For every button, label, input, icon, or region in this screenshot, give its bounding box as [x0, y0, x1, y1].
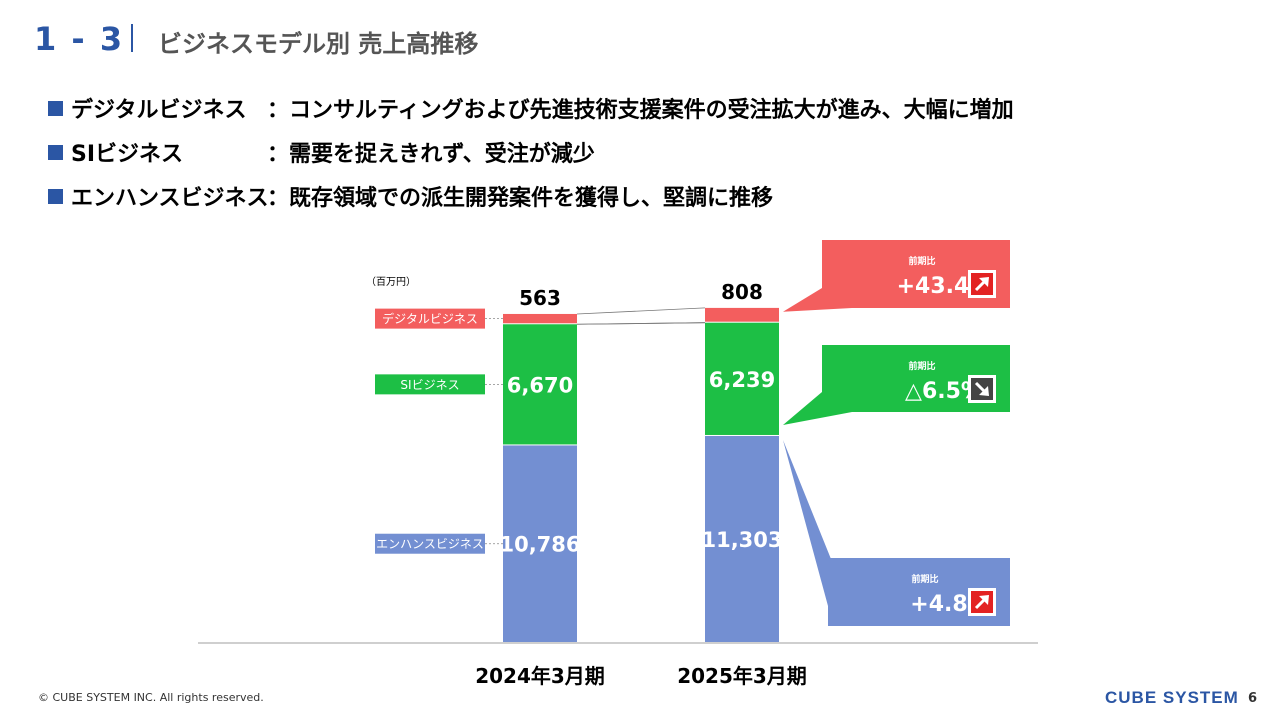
series-tag — [375, 308, 485, 329]
callout-pointer — [783, 392, 852, 425]
slide-header: 1 - 3 ビジネスモデル別 売上高推移 — [0, 0, 1280, 70]
bar-segment — [503, 313, 577, 324]
bullet-desc: ：既存領域での派生開発案件を獲得し、堅調に推移 — [267, 186, 774, 211]
bullet-desc: ：需要を捉えきれず、受注が減少 — [267, 142, 595, 167]
bullet-name: SIビジネス — [71, 142, 184, 167]
bar-segment — [705, 307, 779, 322]
arrow-up-right-icon — [979, 277, 989, 287]
bar-segment — [705, 435, 779, 642]
category-label: 2024年3月期 — [475, 664, 605, 688]
category-label: 2025年3月期 — [677, 664, 807, 688]
bar-value-label: 6,670 — [507, 373, 573, 397]
bar-value-label: 10,786 — [499, 533, 580, 557]
series-tag-label: デジタルビジネス — [382, 311, 478, 326]
series-tag-label: SIビジネス — [400, 378, 459, 392]
header-divider — [131, 24, 133, 52]
bar-value-label: 808 — [721, 280, 763, 304]
connector-line — [576, 307, 706, 315]
bullet-square-icon — [48, 100, 63, 116]
bar-segment — [503, 445, 577, 642]
bar-segment — [705, 322, 779, 435]
arrow-down-right-icon — [979, 386, 989, 396]
series-tag — [375, 533, 485, 554]
company-logo: CUBE SYSTEM — [1105, 688, 1239, 707]
bullet-desc: ：コンサルティングおよび先進技術支援案件の受注拡大が進み、大幅に増加 — [267, 98, 1014, 123]
connector-line — [576, 322, 706, 325]
series-tag — [375, 374, 485, 395]
bar-segment — [503, 324, 577, 445]
bullet-si: SIビジネス ：需要を捉えきれず、受注が減少 — [48, 130, 1014, 174]
bar-value-label: 563 — [519, 286, 561, 310]
summary-bullets: デジタルビジネス ：コンサルティングおよび先進技術支援案件の受注拡大が進み、大幅… — [48, 86, 1014, 218]
callout-caption: 前期比 — [911, 573, 938, 585]
unit-label: （百万円） — [366, 276, 416, 288]
page-number: 6 — [1248, 691, 1258, 706]
bar-value-label: 11,303 — [701, 528, 782, 552]
slide-title: ビジネスモデル別 売上高推移 — [158, 30, 479, 58]
bullet-square-icon — [48, 188, 63, 204]
bullet-enhance: エンハンスビジネス ：既存領域での派生開発案件を獲得し、堅調に推移 — [48, 174, 1014, 218]
copyright: © CUBE SYSTEM INC. All rights reserved. — [38, 691, 264, 704]
bullet-name: デジタルビジネス — [71, 98, 247, 123]
series-tag-label: エンハンスビジネス — [376, 537, 484, 551]
arrow-up-right-icon — [979, 595, 989, 605]
callout-caption: 前期比 — [908, 255, 935, 267]
bullet-digital: デジタルビジネス ：コンサルティングおよび先進技術支援案件の受注拡大が進み、大幅… — [48, 86, 1014, 130]
section-number: 1 - 3 — [34, 20, 125, 58]
bullet-square-icon — [48, 144, 63, 160]
bullet-name: エンハンスビジネス — [71, 186, 269, 211]
callout-caption: 前期比 — [908, 360, 935, 372]
bar-value-label: 6,239 — [709, 368, 775, 392]
